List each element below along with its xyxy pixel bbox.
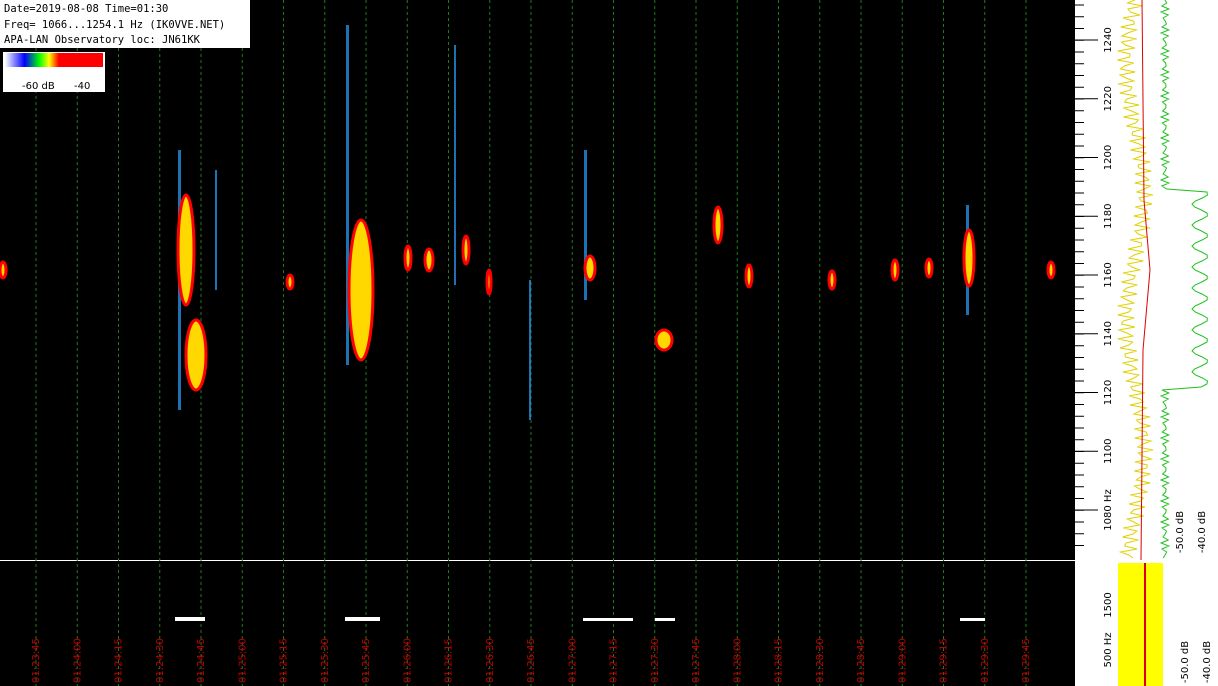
- echo: [890, 258, 900, 282]
- lower-freq-label: 1500: [1103, 592, 1114, 617]
- time-label: 01:27:15: [609, 638, 620, 683]
- green-trace: [1159, 0, 1209, 559]
- colorbar-label: -40: [74, 81, 90, 92]
- header-line: Date=2019-08-08 Time=01:30: [4, 3, 168, 15]
- time-label: 01:28:45: [856, 638, 867, 683]
- labels: 01:23:45 01:24:00 01:24:15 01:24:30 01:24:45…: [31, 4, 1213, 683]
- freq-label: 1100: [1103, 439, 1114, 464]
- time-label: 01:29:45: [1021, 638, 1032, 683]
- time-label: 01:26:15: [444, 638, 455, 683]
- time-label: 01:28:00: [732, 638, 743, 683]
- freq-label: 1140: [1103, 321, 1114, 346]
- time-label: 01:29:30: [980, 638, 991, 683]
- lower-yellow: [1118, 563, 1163, 686]
- echo: [712, 205, 724, 245]
- freq-label: 1220: [1103, 86, 1114, 111]
- echo-trail: [584, 150, 587, 300]
- header-box: [0, 0, 250, 48]
- freq-label: 1080 Hz: [1103, 489, 1114, 530]
- echo: [176, 193, 196, 307]
- echo: [0, 260, 8, 280]
- echo: [423, 247, 435, 273]
- time-label: 01:24:45: [196, 638, 207, 683]
- trace: [960, 618, 985, 621]
- echo: [347, 218, 375, 362]
- echo: [461, 234, 471, 266]
- time-label: 01:24:00: [72, 638, 83, 683]
- lower-freq-label: 500 Hz: [1103, 632, 1114, 667]
- time-label: 01:24:30: [155, 638, 166, 683]
- time-label: 01:26:00: [402, 638, 413, 683]
- level-label: -40.0 dB: [1197, 511, 1208, 553]
- header-line: APA-LAN Observatory loc: JN61KK: [4, 34, 201, 46]
- time-label: 01:25:15: [279, 638, 290, 683]
- time-label: 01:24:15: [114, 638, 125, 683]
- echo: [924, 257, 934, 279]
- echo: [184, 318, 208, 392]
- lower-level-label: -40.0 dB: [1202, 641, 1213, 683]
- echo: [285, 273, 295, 291]
- time-label: 01:26:45: [526, 638, 537, 683]
- freq-label: 1180: [1103, 204, 1114, 229]
- time-label: 01:25:00: [237, 638, 248, 683]
- echo: [962, 228, 976, 288]
- time-label: 01:28:15: [774, 638, 785, 683]
- echo: [827, 269, 837, 291]
- side-traces: [1117, 0, 1209, 686]
- trace: [655, 618, 675, 621]
- time-label: 01:28:30: [815, 638, 826, 683]
- time-label: 01:25:45: [361, 638, 372, 683]
- time-label: 01:27:45: [691, 638, 702, 683]
- trace: [345, 617, 380, 621]
- echo: [485, 268, 493, 296]
- trace: [583, 618, 633, 621]
- echo-trail: [529, 280, 531, 420]
- time-label: 01:27:00: [567, 638, 578, 683]
- echo: [403, 244, 413, 272]
- time-label: 01:27:30: [650, 638, 661, 683]
- freq-label: 1160: [1103, 262, 1114, 287]
- echo: [654, 328, 674, 352]
- echo: [583, 254, 597, 282]
- time-label: 01:29:15: [939, 638, 950, 683]
- echoes: [0, 25, 1056, 621]
- red-trace: [1140, 0, 1151, 561]
- colorbar-label: -60 dB: [22, 81, 55, 92]
- echo: [1046, 260, 1056, 280]
- yellow-trace: [1117, 0, 1154, 559]
- time-label: 01:26:30: [485, 638, 496, 683]
- echo: [744, 263, 754, 289]
- trace: [175, 617, 205, 621]
- echo-trail: [454, 45, 456, 285]
- header-line: Freq= 1066...1254.1 Hz (IK0VVE.NET): [4, 19, 225, 31]
- freq-label: 1120: [1103, 380, 1114, 405]
- level-label: -50.0 dB: [1175, 511, 1186, 553]
- echo-trail: [346, 25, 349, 365]
- lower-level-label: -50.0 dB: [1180, 641, 1191, 683]
- echo-trail: [215, 170, 217, 290]
- time-label: 01:23:45: [31, 638, 42, 683]
- time-label: 01:25:30: [320, 638, 331, 683]
- time-label: 01:29:00: [897, 638, 908, 683]
- freq-label: 1200: [1103, 145, 1114, 170]
- colorbar: [5, 53, 103, 67]
- freq-label: 1240: [1103, 27, 1114, 52]
